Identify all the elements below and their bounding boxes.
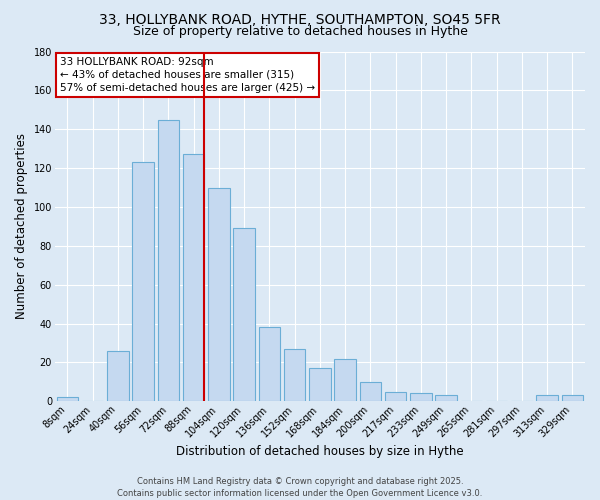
Bar: [233, 228, 255, 402]
Bar: [259, 328, 280, 402]
Bar: [107, 350, 128, 402]
Bar: [436, 396, 457, 402]
X-axis label: Distribution of detached houses by size in Hythe: Distribution of detached houses by size …: [176, 444, 464, 458]
Text: Size of property relative to detached houses in Hythe: Size of property relative to detached ho…: [133, 25, 467, 38]
Bar: [158, 120, 179, 402]
Y-axis label: Number of detached properties: Number of detached properties: [15, 134, 28, 320]
Bar: [536, 396, 558, 402]
Text: Contains HM Land Registry data © Crown copyright and database right 2025.
Contai: Contains HM Land Registry data © Crown c…: [118, 476, 482, 498]
Bar: [284, 349, 305, 402]
Bar: [133, 162, 154, 402]
Bar: [208, 188, 230, 402]
Bar: [309, 368, 331, 402]
Bar: [562, 396, 583, 402]
Bar: [334, 358, 356, 402]
Bar: [359, 382, 381, 402]
Bar: [385, 392, 406, 402]
Text: 33 HOLLYBANK ROAD: 92sqm
← 43% of detached houses are smaller (315)
57% of semi-: 33 HOLLYBANK ROAD: 92sqm ← 43% of detach…: [60, 56, 315, 93]
Bar: [57, 398, 78, 402]
Bar: [183, 154, 205, 402]
Text: 33, HOLLYBANK ROAD, HYTHE, SOUTHAMPTON, SO45 5FR: 33, HOLLYBANK ROAD, HYTHE, SOUTHAMPTON, …: [99, 12, 501, 26]
Bar: [410, 394, 431, 402]
